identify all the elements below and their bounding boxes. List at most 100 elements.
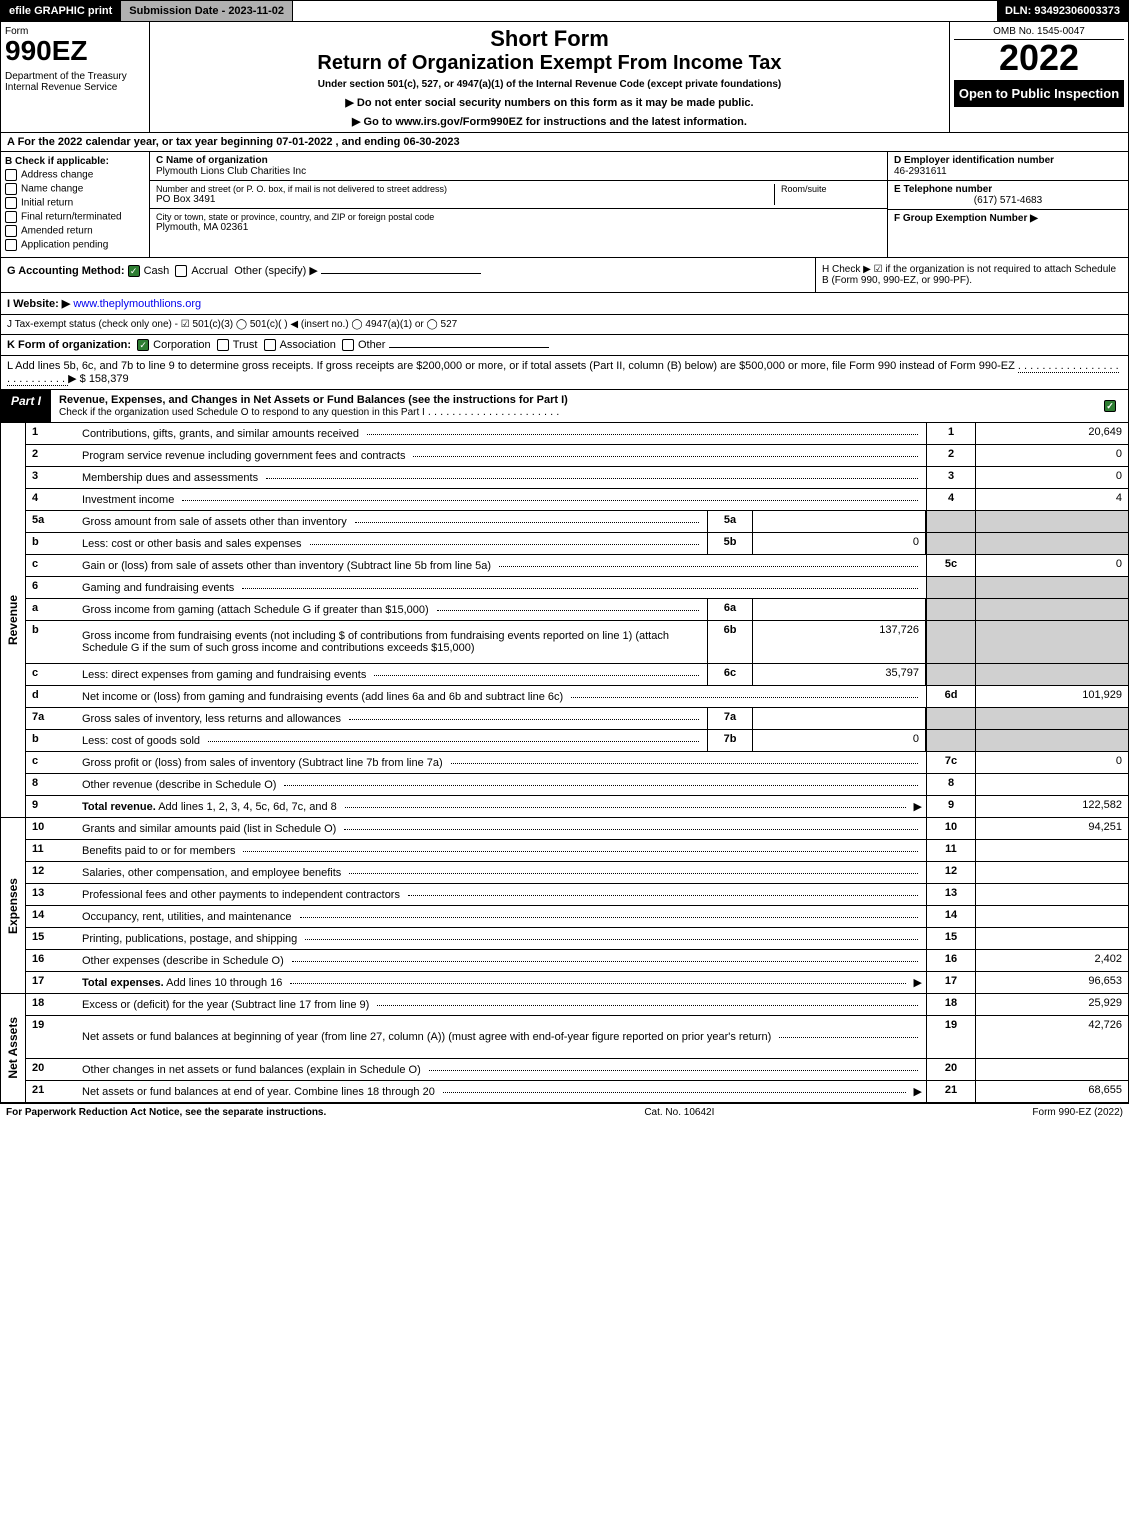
section-bcdef: B Check if applicable: Address change Na… bbox=[0, 152, 1129, 258]
line-row-a: aGross income from gaming (attach Schedu… bbox=[26, 599, 1128, 621]
line-desc: Occupancy, rent, utilities, and maintena… bbox=[78, 906, 926, 927]
line-desc: Gross income from fundraising events (no… bbox=[78, 621, 707, 663]
result-line-number: 3 bbox=[926, 467, 975, 488]
line-row-20: 20Other changes in net assets or fund ba… bbox=[26, 1059, 1128, 1081]
street-value: PO Box 3491 bbox=[156, 194, 774, 205]
revenue-section: Revenue 1Contributions, gifts, grants, a… bbox=[0, 423, 1129, 818]
line-number: 2 bbox=[26, 445, 78, 466]
line-number: a bbox=[26, 599, 78, 620]
result-line-number: 1 bbox=[926, 423, 975, 444]
website-link[interactable]: www.theplymouthlions.org bbox=[73, 298, 201, 310]
top-bar: efile GRAPHIC print Submission Date - 20… bbox=[0, 0, 1129, 22]
e-label: E Telephone number bbox=[894, 184, 1122, 195]
chk-trust[interactable] bbox=[217, 339, 229, 351]
l-text: L Add lines 5b, 6c, and 7b to line 9 to … bbox=[7, 360, 1015, 372]
chk-other[interactable] bbox=[342, 339, 354, 351]
result-value bbox=[975, 664, 1128, 685]
line-desc: Investment income bbox=[78, 489, 926, 510]
line-number: 20 bbox=[26, 1059, 78, 1080]
result-value: 0 bbox=[975, 752, 1128, 773]
city-row: City or town, state or province, country… bbox=[150, 209, 887, 236]
goto-text: ▶ Go to www.irs.gov/Form990EZ for instru… bbox=[352, 116, 747, 128]
result-value bbox=[975, 862, 1128, 883]
line-number: 16 bbox=[26, 950, 78, 971]
result-line-number: 6d bbox=[926, 686, 975, 707]
line-number: 6 bbox=[26, 577, 78, 598]
chk-amended-return[interactable]: Amended return bbox=[5, 225, 145, 237]
result-value: 25,929 bbox=[975, 994, 1128, 1015]
col-c: C Name of organization Plymouth Lions Cl… bbox=[150, 152, 888, 257]
line-row-19: 19Net assets or fund balances at beginni… bbox=[26, 1016, 1128, 1059]
line-desc: Less: cost or other basis and sales expe… bbox=[78, 533, 707, 554]
line-row-16: 16Other expenses (describe in Schedule O… bbox=[26, 950, 1128, 972]
city-label: City or town, state or province, country… bbox=[156, 212, 881, 222]
line-desc: Grants and similar amounts paid (list in… bbox=[78, 818, 926, 839]
result-value: 96,653 bbox=[975, 972, 1128, 993]
part1-title: Revenue, Expenses, and Changes in Net As… bbox=[51, 390, 1128, 422]
chk-schedule-o[interactable]: ✓ bbox=[1104, 400, 1116, 412]
line-row-12: 12Salaries, other compensation, and empl… bbox=[26, 862, 1128, 884]
result-line-number: 4 bbox=[926, 489, 975, 510]
do-not-note: ▶ Do not enter social security numbers o… bbox=[158, 96, 941, 109]
netassets-side-label: Net Assets bbox=[1, 994, 26, 1102]
line-desc: Other revenue (describe in Schedule O) bbox=[78, 774, 926, 795]
result-line-number bbox=[926, 511, 975, 532]
chk-address-change[interactable]: Address change bbox=[5, 169, 145, 181]
result-line-number: 2 bbox=[926, 445, 975, 466]
line-a: A For the 2022 calendar year, or tax yea… bbox=[0, 133, 1129, 152]
chk-corporation[interactable]: ✓ bbox=[137, 339, 149, 351]
result-line-number bbox=[926, 533, 975, 554]
line-row-b: bLess: cost or other basis and sales exp… bbox=[26, 533, 1128, 555]
chk-application-pending[interactable]: Application pending bbox=[5, 239, 145, 251]
result-value bbox=[975, 511, 1128, 532]
street-row: Number and street (or P. O. box, if mail… bbox=[150, 181, 887, 209]
result-line-number: 9 bbox=[926, 796, 975, 817]
line-row-8: 8Other revenue (describe in Schedule O)8 bbox=[26, 774, 1128, 796]
line-number: 14 bbox=[26, 906, 78, 927]
line-desc: Gross income from gaming (attach Schedul… bbox=[78, 599, 707, 620]
line-number: b bbox=[26, 533, 78, 554]
line-desc: Salaries, other compensation, and employ… bbox=[78, 862, 926, 883]
line-number: 3 bbox=[26, 467, 78, 488]
expenses-side-label: Expenses bbox=[1, 818, 26, 993]
dept-label: Department of the Treasury Internal Reve… bbox=[5, 71, 145, 93]
chk-initial-return[interactable]: Initial return bbox=[5, 197, 145, 209]
line-desc: Excess or (deficit) for the year (Subtra… bbox=[78, 994, 926, 1015]
result-line-number: 14 bbox=[926, 906, 975, 927]
goto-link[interactable]: ▶ Go to www.irs.gov/Form990EZ for instru… bbox=[158, 115, 941, 128]
result-value bbox=[975, 884, 1128, 905]
line-row-3: 3Membership dues and assessments30 bbox=[26, 467, 1128, 489]
group-exemption-row: F Group Exemption Number ▶ bbox=[888, 210, 1128, 227]
result-value: 101,929 bbox=[975, 686, 1128, 707]
result-value: 0 bbox=[975, 467, 1128, 488]
revenue-rows: 1Contributions, gifts, grants, and simil… bbox=[26, 423, 1128, 817]
efile-print-label[interactable]: efile GRAPHIC print bbox=[1, 1, 120, 21]
result-value: 94,251 bbox=[975, 818, 1128, 839]
chk-name-change[interactable]: Name change bbox=[5, 183, 145, 195]
room-label: Room/suite bbox=[781, 184, 881, 194]
result-line-number: 12 bbox=[926, 862, 975, 883]
result-line-number: 13 bbox=[926, 884, 975, 905]
line-number: 4 bbox=[26, 489, 78, 510]
g-label: G Accounting Method: bbox=[7, 265, 125, 277]
inner-line-value: 35,797 bbox=[753, 664, 926, 685]
arrow-icon: ▶ bbox=[914, 800, 922, 813]
section-gh: G Accounting Method: ✓Cash Accrual Other… bbox=[0, 258, 1129, 293]
line-number: d bbox=[26, 686, 78, 707]
line-row-b: bGross income from fundraising events (n… bbox=[26, 621, 1128, 664]
line-j: J Tax-exempt status (check only one) - ☑… bbox=[0, 315, 1129, 335]
line-row-21: 21Net assets or fund balances at end of … bbox=[26, 1081, 1128, 1102]
chk-association[interactable] bbox=[264, 339, 276, 351]
line-number: 15 bbox=[26, 928, 78, 949]
inner-line-number: 7b bbox=[707, 730, 753, 751]
arrow-icon: ▶ bbox=[914, 976, 922, 989]
chk-final-return[interactable]: Final return/terminated bbox=[5, 211, 145, 223]
line-row-13: 13Professional fees and other payments t… bbox=[26, 884, 1128, 906]
line-desc: Total revenue. Add lines 1, 2, 3, 4, 5c,… bbox=[78, 796, 926, 817]
line-desc: Net assets or fund balances at beginning… bbox=[78, 1016, 926, 1058]
chk-accrual[interactable] bbox=[175, 265, 187, 277]
i-label: I Website: ▶ bbox=[7, 298, 70, 310]
chk-cash[interactable]: ✓ bbox=[128, 265, 140, 277]
line-desc: Professional fees and other payments to … bbox=[78, 884, 926, 905]
result-line-number: 11 bbox=[926, 840, 975, 861]
